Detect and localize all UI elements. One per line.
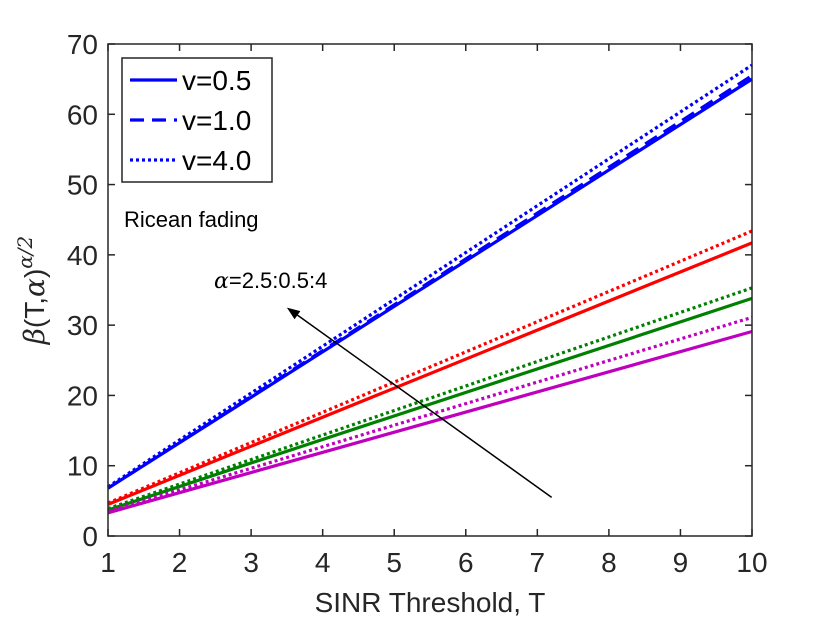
series-line-3 — [107, 241, 753, 506]
ricean-fading-label: Ricean fading — [124, 207, 259, 232]
legend: v=0.5 v=1.0 v=4.0 — [121, 57, 273, 183]
x-tick-label: 10 — [736, 547, 767, 578]
alpha-symbol: α — [214, 269, 229, 294]
x-tick-label: 1 — [100, 547, 116, 578]
series-line-5 — [107, 296, 753, 512]
y-tick-label: 20 — [67, 380, 98, 411]
x-tick-label: 5 — [386, 547, 402, 578]
y-axis-label-beta: β — [18, 328, 51, 345]
legend-label: v=4.0 — [182, 145, 251, 176]
y-tick-label: 0 — [82, 521, 98, 552]
x-tick-label: 6 — [458, 547, 474, 578]
annotation-arrow — [297, 314, 553, 498]
x-tick-label: 9 — [673, 547, 689, 578]
series-line-1 — [107, 74, 753, 490]
x-tick-label: 2 — [172, 547, 188, 578]
legend-label: v=0.5 — [182, 65, 251, 96]
tick-layer: 1 2 3 4 5 6 7 8 9 10 0 10 20 30 40 50 60 70 — [67, 29, 768, 578]
y-tick-label: 50 — [67, 170, 98, 201]
alpha-range-label: α=2.5:0.5:4 — [214, 268, 327, 294]
y-axis-label-alpha: α — [18, 278, 51, 297]
y-axis-label-exponent: α/2 — [13, 236, 37, 269]
y-tick-label: 40 — [67, 240, 98, 271]
legend-label: v=1.0 — [182, 105, 251, 136]
legend-items: v=0.5 v=1.0 v=4.0 — [130, 65, 251, 176]
x-tick-label: 4 — [315, 547, 331, 578]
series-line-8 — [107, 315, 753, 513]
y-axis-label: β(T,α)α/2 — [13, 236, 51, 346]
x-axis-label: SINR Threshold, T — [315, 587, 546, 618]
alpha-range-value: =2.5:0.5:4 — [229, 268, 327, 293]
y-tick-label: 70 — [67, 29, 98, 60]
y-axis-label-args: (T, — [19, 297, 50, 328]
series-line-2 — [107, 63, 753, 489]
x-tick-label: 8 — [601, 547, 617, 578]
y-tick-label: 10 — [67, 451, 98, 482]
y-tick-label: 30 — [67, 310, 98, 341]
y-tick-label: 60 — [67, 99, 98, 130]
x-tick-label: 3 — [243, 547, 259, 578]
plot-area-border — [107, 43, 753, 537]
annotation-arrow-head — [286, 307, 301, 320]
series-layer — [107, 63, 753, 515]
x-tick-label: 7 — [530, 547, 546, 578]
y-axis-label-close: ) — [19, 269, 50, 278]
series-line-4 — [107, 229, 753, 505]
series-line-7 — [107, 329, 753, 515]
